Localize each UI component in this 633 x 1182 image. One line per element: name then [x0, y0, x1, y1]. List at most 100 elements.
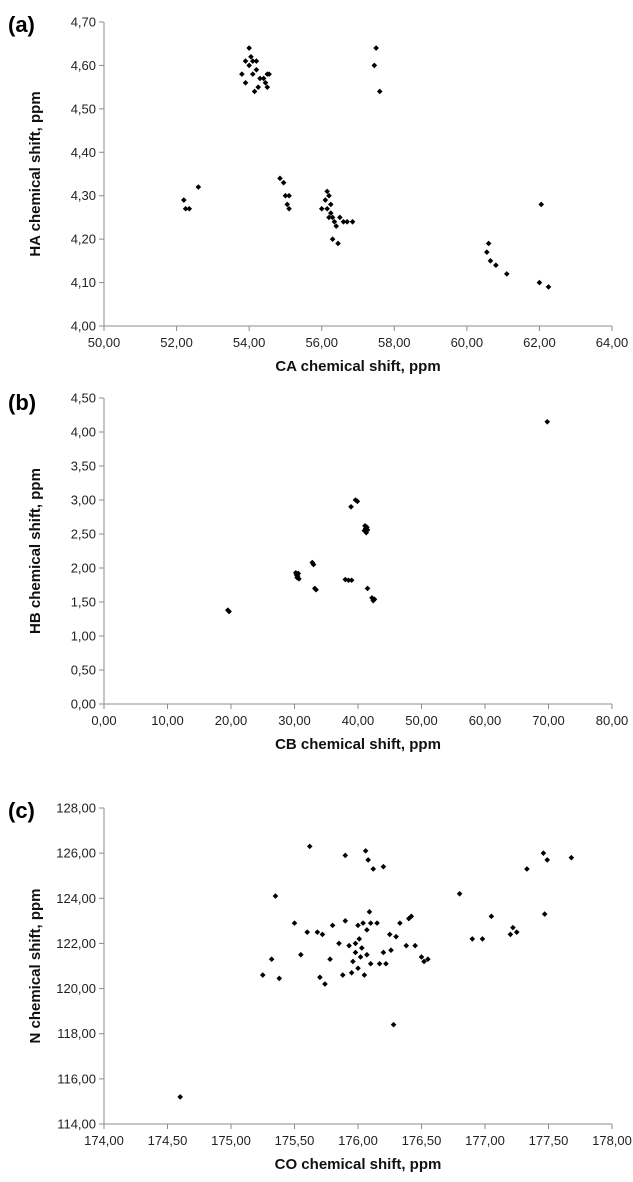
- data-point: [408, 913, 415, 920]
- data-point: [242, 80, 249, 86]
- x-tick-label: 10,00: [151, 713, 184, 728]
- data-point: [249, 58, 256, 64]
- data-point: [313, 586, 319, 593]
- data-point: [253, 58, 260, 64]
- data-point: [248, 53, 254, 60]
- data-point: [319, 931, 326, 938]
- y-tick-label: 0,50: [71, 663, 96, 678]
- data-point: [322, 981, 328, 987]
- data-point: [317, 974, 323, 981]
- y-tick-label: 2,00: [71, 561, 96, 576]
- x-tick-label: 50,00: [405, 713, 438, 728]
- y-tick-label: 2,50: [71, 527, 96, 542]
- data-point: [365, 857, 371, 863]
- data-point: [403, 942, 410, 949]
- data-point: [541, 911, 548, 917]
- data-point: [356, 936, 363, 942]
- y-tick-label: 126,00: [56, 846, 96, 861]
- data-point: [352, 949, 359, 956]
- data-point: [326, 214, 332, 221]
- data-point: [348, 969, 355, 976]
- data-point: [262, 80, 269, 86]
- data-point: [364, 951, 370, 958]
- data-point: [352, 940, 359, 947]
- data-point: [186, 205, 193, 212]
- data-point: [380, 949, 387, 956]
- data-point: [277, 175, 283, 182]
- data-point: [246, 62, 252, 69]
- y-tick-label: 122,00: [56, 936, 96, 951]
- data-point: [337, 214, 343, 221]
- data-point: [388, 947, 394, 953]
- x-tick-label: 174,50: [148, 1133, 188, 1148]
- x-tick-label: 177,00: [465, 1133, 505, 1148]
- x-tick-label: 176,00: [338, 1133, 378, 1148]
- panel-label: (b): [8, 390, 36, 415]
- data-point: [348, 504, 354, 510]
- data-point: [367, 920, 374, 926]
- data-point: [386, 931, 393, 938]
- data-point: [255, 84, 262, 90]
- x-tick-label: 30,00: [278, 713, 311, 728]
- data-point: [510, 924, 516, 931]
- data-point: [412, 942, 418, 949]
- y-tick-label: 4,00: [71, 319, 96, 334]
- data-point: [370, 866, 377, 872]
- y-tick-label: 4,70: [71, 15, 96, 30]
- data-point: [329, 236, 336, 242]
- data-point: [249, 71, 256, 77]
- data-point: [367, 960, 374, 967]
- data-point: [340, 218, 347, 225]
- data-point: [345, 577, 352, 584]
- data-point: [329, 214, 336, 221]
- x-tick-label: 20,00: [215, 713, 248, 728]
- data-point: [336, 940, 342, 947]
- data-point: [272, 893, 279, 899]
- y-tick-label: 4,10: [71, 275, 96, 290]
- y-tick-label: 120,00: [56, 981, 96, 996]
- data-point: [544, 419, 551, 425]
- y-tick-label: 4,50: [71, 391, 96, 406]
- data-point: [469, 936, 476, 942]
- data-point: [327, 956, 333, 963]
- data-point: [380, 863, 387, 870]
- data-point: [324, 188, 330, 195]
- x-axis-title: CO chemical shift, ppm: [275, 1156, 442, 1173]
- data-point: [282, 192, 289, 199]
- data-point: [383, 960, 389, 967]
- data-point: [226, 608, 232, 615]
- y-tick-label: 4,00: [71, 425, 96, 440]
- data-point: [364, 585, 371, 592]
- x-tick-label: 64,00: [596, 335, 629, 350]
- data-point: [354, 498, 361, 505]
- data-point: [364, 927, 370, 933]
- data-point: [362, 848, 369, 854]
- data-point: [397, 920, 403, 926]
- y-tick-label: 4,60: [71, 58, 96, 73]
- x-tick-label: 60,00: [469, 713, 502, 728]
- y-tick-label: 1,50: [71, 595, 96, 610]
- data-point: [371, 596, 378, 603]
- data-point: [479, 936, 486, 942]
- x-tick-label: 80,00: [596, 713, 629, 728]
- data-point: [536, 279, 543, 286]
- data-point: [349, 218, 356, 225]
- x-tick-label: 178,00: [592, 1133, 632, 1148]
- y-tick-label: 4,20: [71, 232, 96, 247]
- data-point: [342, 918, 349, 924]
- y-tick-label: 1,00: [71, 629, 96, 644]
- x-tick-label: 177,50: [529, 1133, 569, 1148]
- x-tick-label: 176,50: [402, 1133, 442, 1148]
- y-tick-label: 3,00: [71, 493, 96, 508]
- x-tick-label: 54,00: [233, 335, 266, 350]
- data-point: [259, 972, 266, 978]
- data-point: [393, 933, 399, 940]
- x-tick-label: 40,00: [342, 713, 375, 728]
- data-point: [310, 561, 317, 568]
- data-point: [286, 192, 292, 199]
- data-point: [335, 240, 341, 247]
- y-tick-label: 4,30: [71, 188, 96, 203]
- x-tick-label: 62,00: [523, 335, 556, 350]
- x-tick-label: 0,00: [91, 713, 116, 728]
- y-tick-label: 118,00: [57, 1026, 96, 1041]
